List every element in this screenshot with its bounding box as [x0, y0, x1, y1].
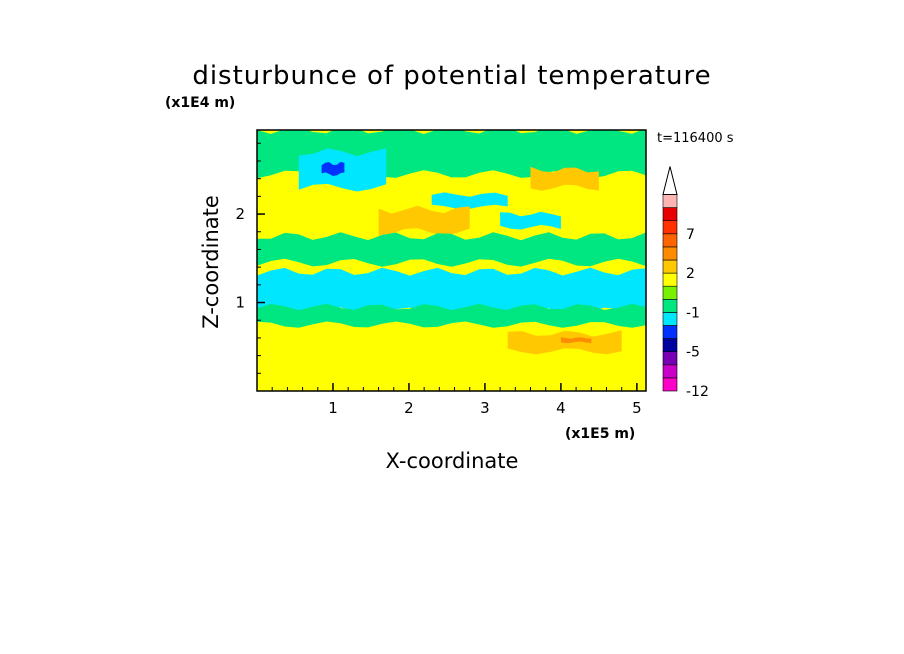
- colorbar-segment: [662, 298, 678, 313]
- x-axis-ticks: 1 2 3 4 5: [271, 383, 642, 417]
- contour-region: [560, 337, 592, 344]
- colorbar-label: -12: [686, 384, 709, 400]
- colorbar: 7 2 -1 -5 -12: [662, 166, 709, 400]
- colorbar-label: -1: [686, 305, 700, 321]
- x-tick-label: 5: [632, 399, 642, 417]
- colorbar-label: 2: [686, 266, 695, 282]
- contour-region: [257, 232, 646, 267]
- colorbar-segment: [662, 246, 678, 261]
- colorbar-segment: [662, 259, 678, 274]
- x-tick-label: 1: [328, 399, 338, 417]
- colorbar-extend-arrow: [662, 166, 678, 195]
- x-tick-label: 4: [556, 399, 566, 417]
- contour-region: [378, 205, 470, 236]
- time-label: t=116400 s: [657, 131, 734, 146]
- colorbar-segment: [662, 220, 678, 235]
- y-tick-label: 2: [235, 205, 245, 223]
- colorbar-segment: [662, 272, 678, 287]
- contour-region: [431, 192, 508, 209]
- contour-region: [530, 166, 599, 191]
- colorbar-segment: [662, 285, 678, 300]
- x-scale-label: (x1E5 m): [565, 426, 635, 442]
- contour-regions: [257, 130, 646, 355]
- x-tick-label: 2: [404, 399, 414, 417]
- colorbar-segment: [662, 338, 678, 353]
- colorbar-segment: [662, 233, 678, 248]
- contour-region: [257, 267, 646, 316]
- contour-plot-area: [257, 130, 646, 391]
- colorbar-segment: [662, 351, 678, 366]
- chart-title: disturbunce of potential temperature: [192, 61, 711, 91]
- contour-region: [321, 161, 345, 176]
- y-axis-ticks: 12: [235, 142, 265, 374]
- colorbar-segment: [662, 312, 678, 326]
- y-tick-label: 1: [235, 294, 245, 312]
- contour-region: [500, 211, 561, 230]
- contour-region: [257, 303, 646, 328]
- plot-frame: [256, 129, 647, 392]
- colorbar-segment: [662, 194, 678, 208]
- colorbar-segment: [662, 207, 678, 222]
- x-axis-label: X-coordinate: [386, 449, 519, 473]
- colorbar-segment: [662, 364, 678, 379]
- x-tick-label: 3: [480, 399, 490, 417]
- colorbar-label: 7: [686, 227, 695, 243]
- colorbar-segment: [662, 377, 678, 392]
- colorbar-segment: [662, 325, 678, 339]
- y-scale-label: (x1E4 m): [165, 95, 235, 111]
- colorbar-label: -5: [686, 345, 700, 361]
- y-axis-label: Z-coordinate: [199, 195, 223, 329]
